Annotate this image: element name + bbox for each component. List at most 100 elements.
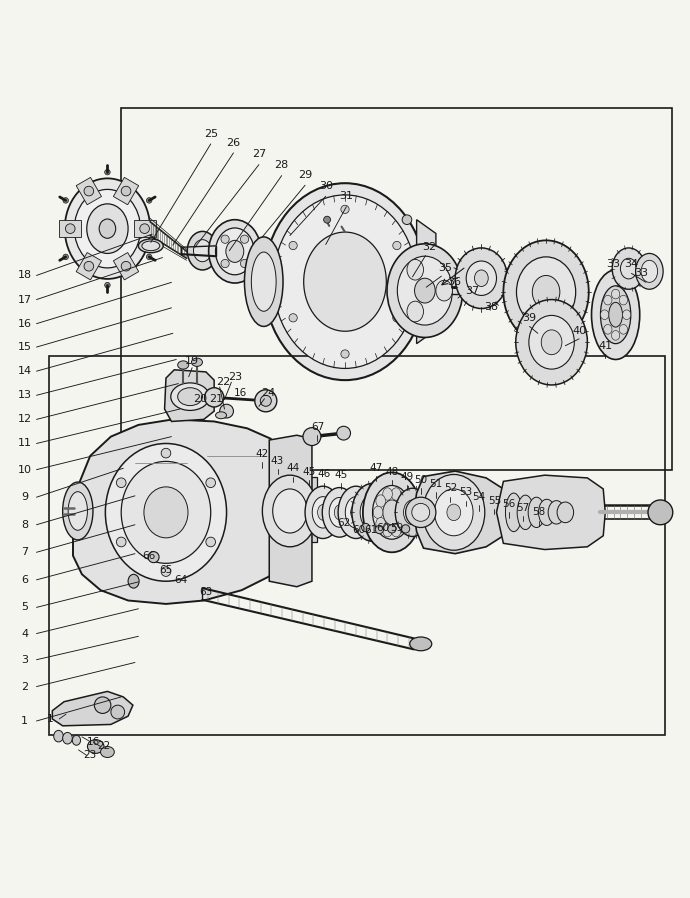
Circle shape (146, 198, 152, 203)
Ellipse shape (324, 216, 331, 223)
Circle shape (221, 235, 229, 243)
Ellipse shape (72, 735, 81, 745)
Circle shape (140, 224, 150, 233)
Text: 25: 25 (204, 128, 218, 138)
Ellipse shape (423, 474, 485, 550)
Text: 2: 2 (21, 682, 28, 691)
Ellipse shape (541, 330, 562, 355)
Ellipse shape (402, 215, 412, 224)
Text: 54: 54 (472, 492, 485, 502)
Text: 45: 45 (303, 467, 316, 477)
Text: 1: 1 (47, 714, 54, 724)
Text: 37: 37 (465, 286, 480, 295)
Circle shape (66, 224, 75, 233)
Text: 49: 49 (400, 471, 413, 481)
Circle shape (289, 242, 297, 250)
Text: 26: 26 (226, 137, 241, 147)
Ellipse shape (407, 301, 424, 321)
Ellipse shape (65, 179, 150, 279)
Polygon shape (497, 475, 605, 550)
Text: 52: 52 (444, 483, 457, 493)
Circle shape (63, 254, 68, 260)
Ellipse shape (329, 497, 350, 527)
Ellipse shape (455, 248, 508, 309)
Text: 31: 31 (339, 191, 353, 201)
Text: 9: 9 (21, 492, 28, 502)
Text: 60: 60 (352, 524, 365, 534)
Circle shape (111, 705, 125, 719)
Circle shape (289, 313, 297, 322)
Ellipse shape (532, 276, 560, 309)
Text: 34: 34 (624, 260, 638, 269)
Text: 23: 23 (228, 372, 242, 382)
Bar (310, 477, 317, 542)
Text: 13: 13 (18, 391, 32, 401)
Text: 35: 35 (438, 263, 452, 273)
Circle shape (161, 567, 171, 577)
Text: 8: 8 (21, 520, 28, 530)
Circle shape (105, 282, 110, 288)
Text: 22: 22 (97, 742, 110, 752)
Text: 67: 67 (310, 422, 324, 432)
Circle shape (393, 242, 401, 250)
Ellipse shape (387, 243, 463, 338)
Text: 12: 12 (18, 414, 32, 425)
Ellipse shape (435, 489, 473, 536)
Text: 36: 36 (447, 277, 461, 287)
Text: 19: 19 (185, 356, 199, 365)
Polygon shape (76, 252, 101, 280)
Ellipse shape (360, 495, 385, 530)
Circle shape (63, 198, 68, 203)
Ellipse shape (322, 488, 357, 537)
Ellipse shape (352, 483, 393, 541)
Ellipse shape (397, 256, 453, 325)
Text: 41: 41 (598, 340, 612, 351)
Text: 45: 45 (334, 471, 348, 480)
Ellipse shape (404, 500, 422, 524)
Circle shape (146, 254, 152, 260)
Ellipse shape (142, 241, 160, 251)
Polygon shape (134, 220, 156, 237)
Ellipse shape (171, 383, 209, 410)
Text: 43: 43 (271, 455, 284, 466)
Bar (121, 108, 672, 470)
Circle shape (337, 427, 351, 440)
Ellipse shape (407, 260, 424, 280)
Text: 53: 53 (459, 488, 472, 497)
Text: 30: 30 (319, 181, 333, 191)
Ellipse shape (395, 489, 430, 536)
Ellipse shape (376, 495, 386, 507)
Ellipse shape (128, 575, 139, 588)
Text: 11: 11 (18, 438, 32, 448)
Circle shape (260, 395, 271, 406)
Text: 14: 14 (18, 366, 32, 376)
Text: 47: 47 (369, 462, 383, 472)
Text: 42: 42 (256, 449, 269, 459)
Circle shape (240, 235, 248, 243)
Circle shape (121, 261, 131, 271)
Circle shape (206, 478, 215, 488)
Ellipse shape (557, 502, 573, 523)
Text: 3: 3 (21, 655, 28, 665)
Ellipse shape (335, 505, 345, 520)
Ellipse shape (273, 489, 307, 533)
Ellipse shape (529, 315, 574, 369)
Ellipse shape (305, 486, 341, 539)
Text: 29: 29 (298, 170, 312, 180)
Ellipse shape (609, 303, 622, 327)
Text: 5: 5 (21, 603, 28, 612)
Circle shape (422, 309, 431, 317)
Ellipse shape (193, 240, 211, 261)
Text: 24: 24 (261, 388, 275, 398)
Text: 63: 63 (199, 586, 213, 596)
Ellipse shape (516, 300, 587, 385)
Ellipse shape (475, 270, 489, 286)
Ellipse shape (106, 444, 226, 581)
Text: 16: 16 (18, 319, 32, 329)
Circle shape (402, 524, 410, 533)
Ellipse shape (548, 501, 564, 524)
Ellipse shape (376, 517, 386, 530)
Ellipse shape (516, 257, 575, 327)
Ellipse shape (63, 733, 72, 744)
Ellipse shape (87, 204, 128, 253)
